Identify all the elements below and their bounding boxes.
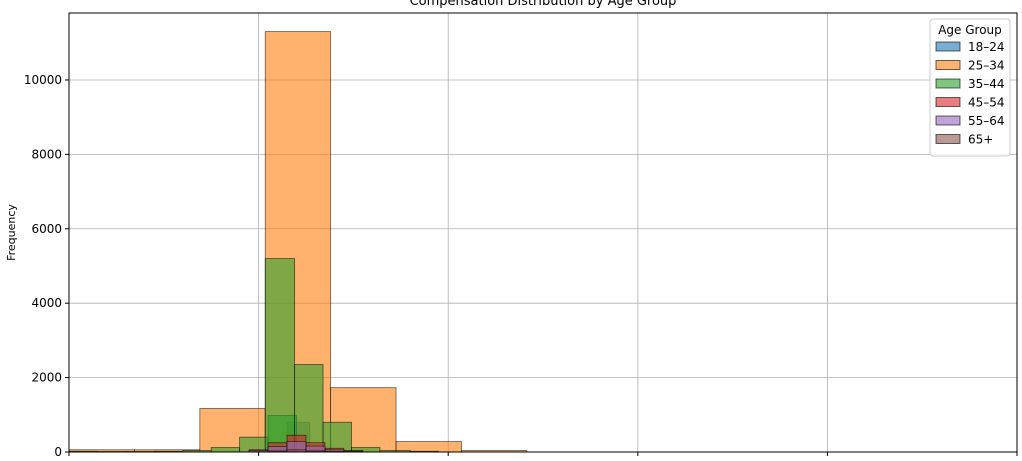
plot-frame	[68, 12, 1018, 453]
legend-label: 65+	[968, 133, 993, 147]
legend-label: 25–34	[968, 59, 1005, 73]
y-tick-label: 4000	[31, 296, 62, 310]
legend-label: 35–44	[968, 77, 1005, 91]
legend: Age Group 18–24 25–34 35–44 45–54 55–64 65+	[929, 18, 1011, 157]
legend-title: Age Group	[938, 23, 1002, 37]
legend-swatch	[935, 115, 961, 126]
y-axis-label: Frequency	[5, 204, 18, 261]
y-axis-ticks: 0 2000 4000 6000 8000 10000	[24, 73, 1018, 459]
histogram-bar	[210, 447, 241, 453]
legend-swatch	[935, 41, 961, 52]
y-tick-label: 6000	[31, 222, 62, 236]
y-tick-label: 8000	[31, 147, 62, 161]
y-tick-label: 0	[54, 445, 62, 459]
legend-label: 45–54	[968, 96, 1005, 110]
legend-label: 18–24	[968, 40, 1005, 54]
legend-label: 55–64	[968, 114, 1005, 128]
y-tick-label: 2000	[31, 371, 62, 385]
legend-swatch	[935, 78, 961, 89]
histogram-bar	[264, 258, 296, 453]
legend-swatch	[935, 134, 961, 144]
y-tick-label: 10000	[24, 73, 62, 87]
legend-swatch	[935, 60, 961, 70]
histogram-bars	[68, 31, 528, 453]
histogram-bar	[322, 421, 352, 453]
chart-title: Compensation Distribution by Age Group	[410, 0, 677, 9]
legend-swatch	[935, 97, 961, 107]
